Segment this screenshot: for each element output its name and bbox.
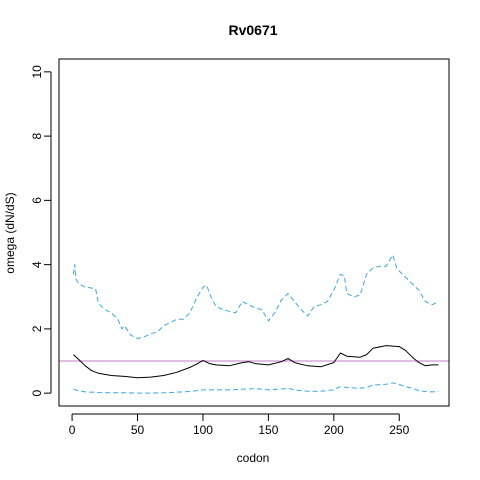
lower-interval-line: [73, 382, 439, 394]
x-tick-label: 250: [389, 423, 409, 437]
y-tick-label: 6: [30, 197, 44, 204]
y-axis-label: omega (dN/dS): [3, 192, 17, 273]
x-tick-label: 0: [69, 423, 76, 437]
x-tick-label: 200: [324, 423, 344, 437]
plot-area: [59, 254, 449, 394]
y-tick-label: 10: [30, 65, 44, 79]
axis-ticks: 0 50 100 150 200 250 0 2 4 6 8 10: [30, 65, 410, 437]
x-tick-label: 50: [131, 423, 145, 437]
omega-line: [73, 345, 439, 379]
chart-title: Rv0671: [228, 22, 277, 38]
upper-interval-line: [72, 254, 439, 339]
x-axis-label: codon: [237, 451, 270, 465]
y-tick-label: 4: [30, 261, 44, 268]
plot-frame: [58, 58, 450, 407]
y-tick-label: 2: [30, 325, 44, 332]
y-tick-label: 0: [30, 389, 44, 396]
y-tick-label: 8: [30, 132, 44, 139]
x-tick-label: 150: [258, 423, 278, 437]
x-tick-label: 100: [193, 423, 213, 437]
